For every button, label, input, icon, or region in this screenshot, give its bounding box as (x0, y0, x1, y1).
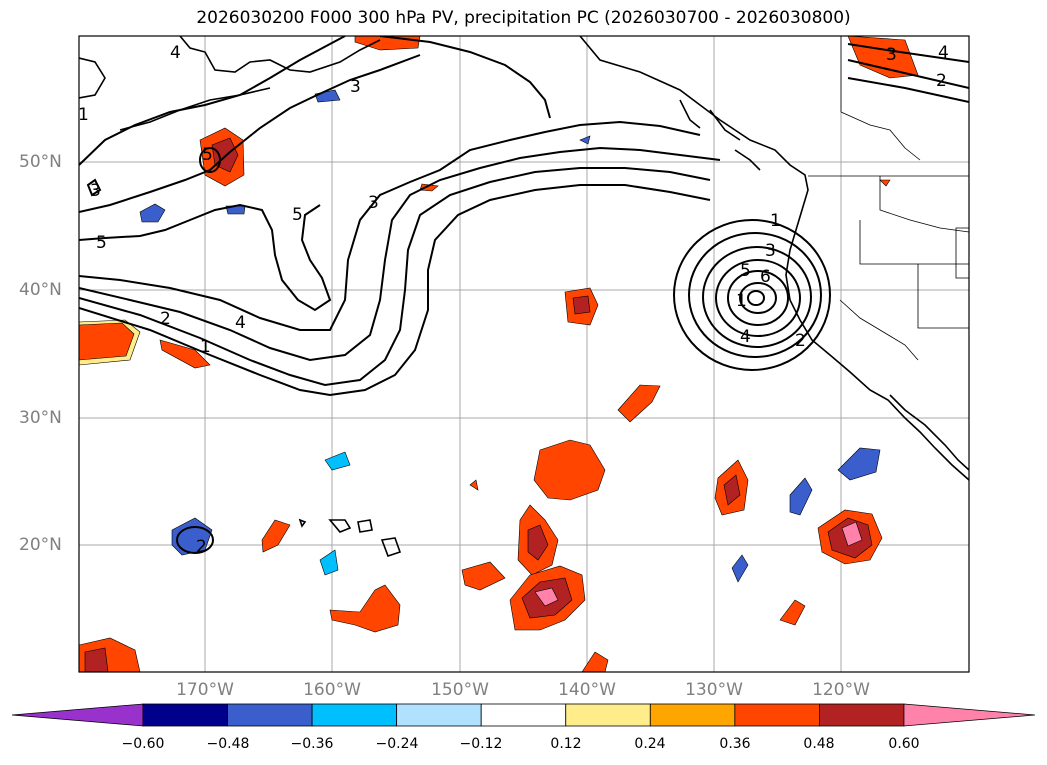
colorbar-tick-label: −0.36 (290, 736, 334, 752)
map-title: 2026030200 F000 300 hPa PV, precipitatio… (196, 8, 851, 28)
lon-label-130w: 130°W (685, 680, 743, 700)
graticule (79, 36, 969, 672)
contour-label: 1 (770, 211, 781, 231)
colorbar-tick-label: −0.24 (375, 736, 419, 752)
colorbar-segment (819, 703, 905, 727)
colorbar-segment (565, 703, 651, 727)
coastlines (79, 36, 969, 558)
colorbar-tick-label: 0.36 (719, 736, 751, 752)
contour-label: 5 (202, 145, 213, 165)
lat-label-30n: 30°N (19, 408, 62, 428)
contour-label: 4 (938, 43, 949, 63)
colorbar-tick-label: 0.60 (888, 736, 920, 752)
colorbar-tick-label: 0.24 (634, 736, 666, 752)
contour-label: 5 (740, 261, 751, 281)
contour-label: 4 (740, 327, 751, 347)
colorbar-segment (480, 703, 567, 727)
pv-contours (79, 36, 969, 554)
lon-label-170w: 170°W (176, 680, 234, 700)
colorbar-segment (142, 703, 228, 727)
precip-negative-areas (139, 89, 881, 583)
colorbar-tick-label: −0.48 (206, 736, 250, 752)
colorbar-segment (649, 703, 736, 727)
contour-label: 3 (765, 241, 776, 261)
borders (808, 36, 969, 361)
contour-label: 5 (292, 205, 303, 225)
contour-label: 3 (90, 181, 101, 201)
contour-label: 5 (96, 233, 107, 253)
contour-label: 3 (886, 45, 897, 65)
contour-label: 3 (368, 193, 379, 213)
colorbar-extend-low (11, 703, 144, 727)
lon-label-120w: 120°W (812, 680, 870, 700)
contour-label: 1 (200, 337, 211, 357)
colorbar-segment (227, 703, 313, 727)
colorbar-segment (734, 703, 820, 727)
colorbar-segment (311, 703, 398, 727)
contour-label: 1 (78, 105, 89, 125)
colorbar-segment (396, 703, 482, 727)
contour-label: 3 (350, 77, 361, 97)
colorbar-tick-label: −0.60 (121, 736, 165, 752)
contour-label: 4 (235, 313, 246, 333)
map-frame (78, 35, 970, 673)
contour-label: 1 (736, 291, 747, 311)
colorbar-tick-label: 0.48 (803, 736, 835, 752)
lon-label-140w: 140°W (558, 680, 616, 700)
colorbar-tick-label: −0.12 (459, 736, 503, 752)
contour-label: 4 (170, 43, 181, 63)
lon-label-150w: 150°W (431, 680, 489, 700)
contour-labels: 4 3 2 1 5 3 4 2 1 5 5 3 1 3 5 6 4 2 1 3 … (78, 43, 949, 557)
lat-label-20n: 20°N (19, 535, 62, 555)
colorbar (11, 703, 1036, 727)
colorbar-tick-label: 0.12 (550, 736, 582, 752)
contour-label: 2 (795, 331, 806, 351)
contour-label: 6 (760, 267, 771, 287)
contour-label: 2 (196, 537, 207, 557)
contour-label: 2 (160, 309, 171, 329)
lat-label-50n: 50°N (19, 152, 62, 172)
contour-label: 2 (936, 71, 947, 91)
colorbar-extend-high (903, 703, 1036, 727)
lat-label-40n: 40°N (19, 280, 62, 300)
lon-label-160w: 160°W (303, 680, 361, 700)
